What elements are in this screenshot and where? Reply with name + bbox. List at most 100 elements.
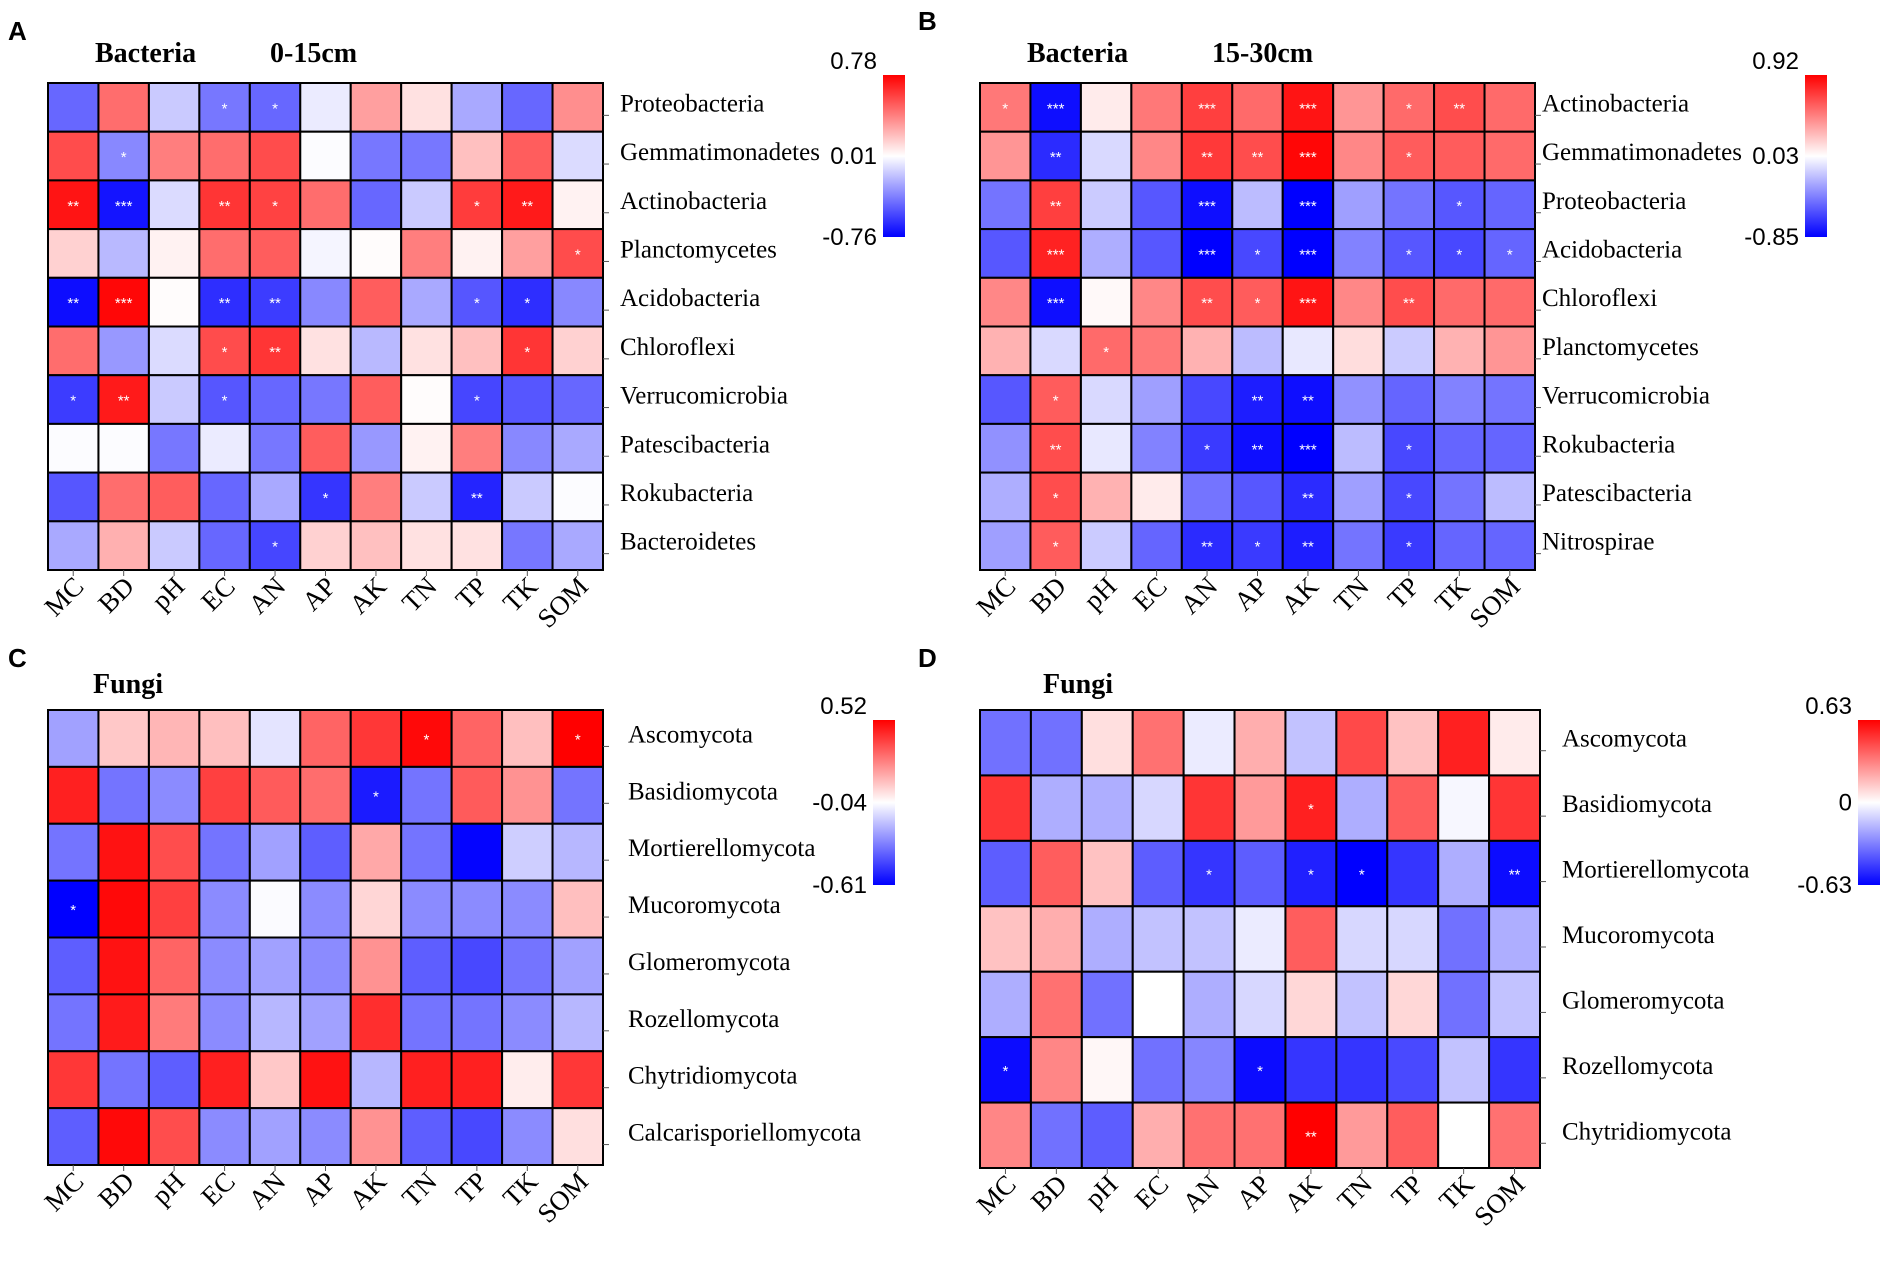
col-label-b-2: pH bbox=[1078, 571, 1123, 616]
heatmap-cell-c-6-3 bbox=[198, 1050, 251, 1110]
col-label-d-0: MC bbox=[971, 1169, 1022, 1220]
colorbar-label-d-2: -0.63 bbox=[1797, 872, 1852, 899]
significance-mark-b-7-8: * bbox=[1406, 441, 1412, 458]
heatmap-cell-c-5-2 bbox=[147, 993, 201, 1053]
col-label-a-6: AK bbox=[343, 571, 392, 620]
heatmap-cell-a-0-10 bbox=[551, 82, 605, 133]
heatmap-cell-b-4-0 bbox=[979, 276, 1032, 328]
significance-mark-c-0-10: * bbox=[575, 731, 581, 748]
heatmap-cell-c-5-5 bbox=[299, 993, 352, 1053]
heatmap-cell-b-7-3 bbox=[1130, 422, 1183, 474]
heatmap-cell-b-4-6 bbox=[1281, 276, 1335, 328]
heatmap-cell-d-1-5 bbox=[1233, 774, 1287, 842]
col-label-d-5: AP bbox=[1231, 1169, 1277, 1215]
heatmap-cell-c-2-4 bbox=[248, 822, 302, 882]
heatmap-cell-b-0-10 bbox=[1483, 82, 1536, 133]
significance-mark-a-0-4: * bbox=[272, 100, 278, 117]
row-label-b-2: Proteobacteria bbox=[1542, 188, 1686, 215]
heatmap-cell-a-6-0 bbox=[47, 374, 100, 425]
col-label-b-5: AP bbox=[1228, 571, 1274, 617]
heatmap-cell-a-5-7 bbox=[400, 325, 453, 377]
heatmap-cell-b-5-1 bbox=[1029, 325, 1082, 377]
heatmap-cell-b-4-8 bbox=[1382, 276, 1436, 328]
col-label-b-6: AK bbox=[1275, 571, 1324, 620]
heatmap-cell-b-2-1 bbox=[1029, 179, 1082, 231]
heatmap-cell-c-2-7 bbox=[400, 822, 453, 882]
heatmap-cell-a-3-6 bbox=[349, 228, 403, 279]
heatmap-cell-d-3-7 bbox=[1335, 905, 1389, 973]
heatmap-cell-d-6-7 bbox=[1335, 1101, 1389, 1169]
row-label-a-5: Chloroflexi bbox=[620, 334, 735, 361]
heatmap-cell-b-5-6 bbox=[1281, 325, 1335, 377]
heatmap-cell-d-3-4 bbox=[1182, 905, 1236, 973]
heatmap-cell-c-6-1 bbox=[97, 1050, 150, 1110]
colorbar-a bbox=[883, 75, 905, 237]
col-label-d-10: SOM bbox=[1468, 1169, 1531, 1232]
col-label-c-3: EC bbox=[195, 1166, 241, 1212]
heatmap-cell-a-5-9 bbox=[501, 325, 554, 377]
significance-mark-b-1-8: * bbox=[1406, 149, 1412, 166]
heatmap-cell-a-1-5 bbox=[299, 130, 352, 182]
heatmap-cell-c-0-9 bbox=[501, 709, 554, 768]
heatmap-cell-a-5-3 bbox=[198, 325, 251, 377]
heatmap-cell-c-4-4 bbox=[248, 936, 302, 996]
heatmap-cell-d-5-5 bbox=[1233, 1036, 1287, 1104]
row-label-c-6: Chytridiomycota bbox=[628, 1063, 797, 1090]
row-label-d-1: Basidiomycota bbox=[1562, 791, 1712, 818]
heatmap-cell-b-8-5 bbox=[1231, 471, 1284, 523]
heatmap-cell-a-1-4 bbox=[248, 130, 302, 182]
heatmap-cell-b-6-2 bbox=[1079, 374, 1133, 425]
significance-mark-b-0-8: * bbox=[1406, 100, 1412, 117]
heatmap-cell-d-6-4 bbox=[1182, 1101, 1236, 1169]
heatmap-cell-b-7-9 bbox=[1433, 422, 1486, 474]
panel-letter-d: D bbox=[918, 643, 937, 673]
heatmap-cell-d-4-9 bbox=[1437, 970, 1491, 1039]
heatmap-cell-d-0-7 bbox=[1335, 709, 1389, 777]
heatmap-cell-c-5-1 bbox=[97, 993, 150, 1053]
significance-mark-a-6-1: ** bbox=[118, 393, 130, 410]
heatmap-cell-c-7-8 bbox=[450, 1107, 504, 1166]
row-label-a-6: Verrucomicrobia bbox=[620, 383, 788, 410]
heatmap-cell-d-2-2 bbox=[1080, 839, 1134, 908]
heatmap-cell-b-5-4 bbox=[1180, 325, 1234, 377]
significance-mark-c-0-7: * bbox=[423, 731, 429, 748]
significance-mark-b-6-5: ** bbox=[1252, 393, 1264, 410]
heatmap-cell-c-5-3 bbox=[198, 993, 251, 1053]
heatmap-cell-d-4-6 bbox=[1284, 970, 1338, 1039]
significance-mark-b-9-8: * bbox=[1406, 539, 1412, 556]
heatmap-cell-a-5-5 bbox=[299, 325, 352, 377]
heatmap-cell-d-3-10 bbox=[1488, 905, 1542, 973]
heatmap-cell-c-1-10 bbox=[551, 765, 605, 825]
col-label-a-8: TP bbox=[450, 571, 493, 614]
heatmap-cell-a-5-10 bbox=[551, 325, 605, 377]
row-label-c-1: Basidiomycota bbox=[628, 778, 778, 805]
heatmap-cell-c-6-8 bbox=[450, 1050, 504, 1110]
colorbar-c bbox=[873, 720, 895, 885]
heatmap-cell-a-9-10 bbox=[551, 520, 605, 571]
heatmap-cell-b-8-6 bbox=[1281, 471, 1335, 523]
heatmap-cell-b-1-4 bbox=[1180, 130, 1234, 182]
significance-mark-a-2-4: * bbox=[272, 198, 278, 215]
panel-b-heatmap: * *** *** *** * **** ** ** *** *** *** *** **** *** * *… bbox=[971, 48, 1827, 634]
heatmap-cell-c-7-5 bbox=[299, 1107, 352, 1166]
heatmap-cell-a-5-2 bbox=[147, 325, 201, 377]
heatmap-cell-a-4-5 bbox=[299, 276, 352, 328]
heatmap-cell-a-0-1 bbox=[97, 82, 150, 133]
heatmap-cell-a-8-0 bbox=[47, 471, 100, 523]
significance-mark-c-3-0: * bbox=[70, 902, 76, 919]
heatmap-cell-a-6-8 bbox=[450, 374, 504, 425]
heatmap-cell-b-9-0 bbox=[979, 520, 1032, 571]
significance-mark-a-5-9: * bbox=[524, 344, 530, 361]
significance-mark-a-8-8: ** bbox=[471, 490, 483, 507]
heatmap-cell-b-7-10 bbox=[1483, 422, 1536, 474]
row-label-d-0: Ascomycota bbox=[1562, 726, 1687, 753]
col-label-c-2: pH bbox=[146, 1166, 191, 1211]
heatmap-cell-b-6-0 bbox=[979, 374, 1032, 425]
panel-b: B Bacteria 15-30cm * *** *** *** * **** ** ** **… bbox=[918, 6, 1827, 634]
significance-mark-b-3-9: * bbox=[1456, 246, 1462, 263]
panel-a: A Bacteria 0-15cm * **** *** ** * * ***** *** **… bbox=[8, 16, 905, 634]
heatmap-cell-b-0-9 bbox=[1433, 82, 1486, 133]
heatmap-cell-c-0-0 bbox=[47, 709, 100, 768]
heatmap-cell-a-0-5 bbox=[299, 82, 352, 133]
significance-mark-b-3-10: * bbox=[1507, 246, 1513, 263]
